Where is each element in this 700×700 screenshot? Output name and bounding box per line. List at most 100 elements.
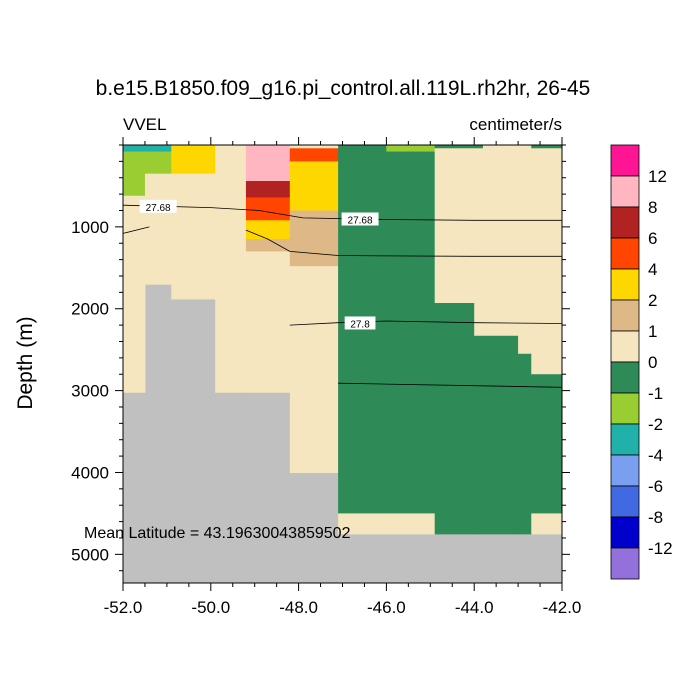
colorbar-label: 2 (648, 291, 657, 310)
colorbar-box (610, 361, 640, 394)
heatmap-cell (434, 151, 475, 304)
heatmap-cell (144, 151, 172, 175)
heatmap-cell (171, 173, 216, 300)
colorbar-box (610, 268, 640, 301)
x-tick-label: -44.0 (455, 598, 494, 617)
colorbar-label: 6 (648, 229, 657, 248)
heatmap-cell (518, 353, 532, 514)
heatmap-cell (289, 161, 339, 211)
heatmap-cell (144, 173, 172, 285)
y-tick-label: 1000 (71, 218, 109, 237)
colorbar-label: -2 (648, 415, 663, 434)
heatmap-cell (434, 145, 475, 149)
colorbar-box (610, 330, 640, 363)
heatmap-cells (123, 145, 563, 583)
heatmap-cell (215, 145, 247, 175)
heatmap-cell (171, 145, 216, 175)
variable-label: VVEL (123, 115, 166, 134)
heatmap-cell (474, 335, 519, 535)
contour-line (245, 229, 562, 257)
annotation-group: Mean Latitude = 43.19630043859502 (84, 525, 351, 542)
heatmap-cell (144, 145, 172, 153)
y-tick-label: 4000 (71, 463, 109, 482)
colorbar-box (610, 237, 640, 270)
colorbar-label: -8 (648, 508, 663, 527)
heatmap-cell (123, 195, 146, 393)
contour-line (122, 226, 150, 234)
heatmap-cell (245, 239, 291, 252)
contour-label: 27.68 (348, 216, 373, 227)
colorbar-box (610, 206, 640, 239)
heatmap-cell (386, 513, 436, 535)
colorbar-box (610, 299, 640, 332)
colorbar: 12 8 6 4 2 1 0 -1 -2 -4 -6 -8 -12 (610, 144, 673, 580)
heatmap-cell (482, 145, 519, 149)
heatmap-cell (338, 145, 387, 393)
x-tick-label: -46.0 (367, 598, 406, 617)
colorbar-label: -6 (648, 477, 663, 496)
heatmap-cell (338, 472, 387, 514)
contour-label-box (139, 199, 177, 213)
colorbar-label: -12 (648, 539, 673, 558)
heatmap-cell (518, 145, 532, 149)
heatmap-cell (289, 148, 339, 162)
heatmap-cell (123, 145, 146, 153)
heatmap-cell (531, 513, 563, 535)
heatmap-cell (434, 513, 475, 535)
heatmap-cell (386, 145, 436, 153)
heatmap-cell (531, 374, 563, 514)
x-tick-label: -52.0 (104, 598, 143, 617)
x-tick-label: -42.0 (543, 598, 582, 617)
heatmap-cell (123, 151, 146, 197)
heatmap-cell (289, 210, 339, 267)
contour-label-box (344, 316, 376, 330)
y-tick-label: 3000 (71, 382, 109, 401)
colorbar-box (610, 423, 640, 456)
heatmap-cell (531, 353, 563, 375)
heatmap-cell (245, 197, 291, 221)
contour-label: 27.68 (146, 203, 171, 214)
heatmap-cell (245, 220, 291, 240)
colorbar-box (610, 392, 640, 425)
colorbar-box (610, 454, 640, 487)
contour-line (289, 320, 563, 326)
colorbar-label: 8 (648, 198, 657, 217)
heatmap-cell (245, 145, 291, 182)
contour-line (122, 204, 562, 221)
heatmap-cell (338, 392, 387, 473)
x-tick-label: -48.0 (279, 598, 318, 617)
chart-title: b.e15.B1850.f09_g16.pi_control.all.119L.… (96, 77, 591, 100)
colorbar-label: 4 (648, 260, 657, 279)
colorbar-label: -1 (648, 384, 663, 403)
contour-lines: 27.68 27.68 27.8 (122, 199, 563, 388)
contour-label: 27.8 (350, 319, 370, 330)
units-label: centimeter/s (469, 115, 562, 134)
heatmap-cell (386, 151, 436, 514)
y-tick-label: 5000 (71, 545, 109, 564)
contour-label-box (341, 212, 379, 226)
mean-latitude-annotation: Mean Latitude = 43.19630043859502 (84, 525, 351, 542)
heatmap-cell (434, 148, 475, 153)
colorbar-box (610, 175, 640, 208)
y-axis-label: Depth (m) (14, 316, 37, 409)
heatmap-cell (289, 145, 339, 149)
colorbar-box (610, 516, 640, 549)
colorbar-box (610, 144, 640, 177)
colorbar-label: 0 (648, 353, 657, 372)
heatmap-cell (531, 145, 563, 149)
heatmap-cell (215, 173, 247, 393)
colorbar-box (610, 485, 640, 518)
heatmap-cell (474, 148, 519, 337)
x-tick-label: -50.0 (191, 598, 230, 617)
heatmap-cell (245, 181, 291, 198)
colorbar-label: 12 (648, 167, 667, 186)
heatmap-cell (518, 148, 563, 355)
heatmap-cell (338, 513, 387, 535)
heatmap-cell (434, 303, 475, 514)
colorbar-box (610, 547, 640, 580)
colorbar-label: -4 (648, 446, 663, 465)
heatmap-cell (474, 145, 484, 149)
contour-line (338, 382, 563, 388)
heatmap-cell (289, 266, 339, 473)
